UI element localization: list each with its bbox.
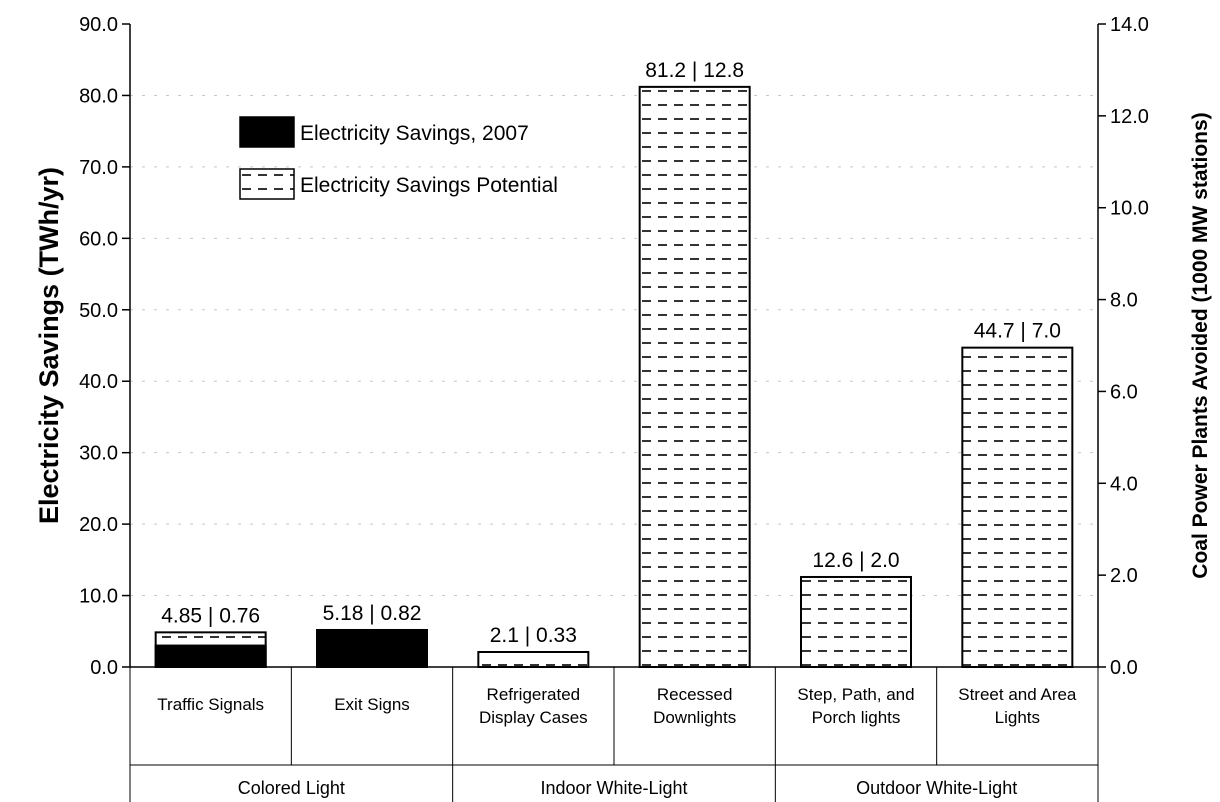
category-label: Refrigerated — [487, 685, 581, 704]
group-label: Outdoor White-Light — [856, 778, 1017, 798]
y2-tick-label: 14.0 — [1110, 14, 1149, 36]
y-tick-label: 40.0 — [79, 371, 118, 393]
category-label: Lights — [995, 708, 1040, 727]
bar-potential — [477, 650, 590, 668]
x-axis-categories: Traffic Signals Exit Signs Refrigerated Dis… — [129, 667, 1099, 802]
y-tick-label: 90.0 — [79, 14, 118, 36]
category-label: Recessed — [657, 685, 733, 704]
category-label: Traffic Signals — [157, 695, 264, 714]
y-tick-label: 10.0 — [79, 586, 118, 608]
y2-tick-label: 8.0 — [1110, 290, 1138, 312]
category-label: Porch lights — [812, 708, 901, 727]
data-label: 2.1 | 0.33 — [490, 624, 577, 647]
bar-potential — [638, 85, 751, 669]
group-label: Colored Light — [238, 778, 345, 798]
category-label: Display Cases — [479, 708, 588, 727]
y2-axis-ticks: 0.0 2.0 4.0 6.0 8.0 10.0 12.0 14.0 — [1098, 14, 1149, 679]
legend-swatch-savings-potential — [239, 168, 295, 200]
y-tick-label: 80.0 — [79, 85, 118, 107]
group-label: Indoor White-Light — [540, 778, 687, 798]
y-tick-label: 30.0 — [79, 443, 118, 465]
data-label: 12.6 | 2.0 — [812, 549, 899, 572]
y2-tick-label: 4.0 — [1110, 473, 1138, 495]
y-tick-label: 20.0 — [79, 514, 118, 536]
y2-tick-label: 6.0 — [1110, 381, 1138, 403]
data-labels: 4.85 | 0.76 5.18 | 0.82 2.1 | 0.33 81.2 | 1… — [161, 59, 1061, 647]
y-axis-title: Electricity Savings (TWh/yr) — [34, 167, 64, 524]
category-label: Exit Signs — [334, 695, 410, 714]
bar-savings-2007 — [154, 644, 267, 668]
y-tick-label: 60.0 — [79, 228, 118, 250]
category-label: Downlights — [653, 708, 736, 727]
category-label: Step, Path, and — [797, 685, 914, 704]
legend-swatch-savings-2007 — [239, 116, 295, 148]
data-label: 5.18 | 0.82 — [323, 602, 422, 625]
y-axis-ticks: 0.0 10.0 20.0 30.0 40.0 50.0 60.0 70.0 80.0 90.0 — [79, 14, 130, 679]
y-tick-label: 0.0 — [90, 657, 118, 679]
y-tick-label: 70.0 — [79, 157, 118, 179]
legend: Electricity Savings, 2007 Electricity Sav… — [239, 116, 558, 200]
bar-potential — [961, 346, 1074, 668]
category-label: Street and Area — [958, 685, 1077, 704]
data-label: 4.85 | 0.76 — [161, 604, 260, 627]
bar-potential — [800, 575, 912, 668]
legend-label-savings-2007: Electricity Savings, 2007 — [300, 122, 529, 145]
y2-axis-title: Coal Power Plants Avoided (1000 MW stati… — [1189, 112, 1212, 578]
y2-tick-label: 0.0 — [1110, 657, 1138, 679]
gridlines — [130, 94, 1098, 597]
y2-tick-label: 12.0 — [1110, 106, 1149, 128]
y-tick-label: 50.0 — [79, 300, 118, 322]
y2-tick-label: 2.0 — [1110, 565, 1138, 587]
data-label: 44.7 | 7.0 — [974, 320, 1061, 343]
y2-tick-label: 10.0 — [1110, 198, 1149, 220]
bar-savings-2007 — [316, 628, 428, 668]
data-label: 81.2 | 12.8 — [645, 59, 744, 82]
bars — [154, 85, 1074, 669]
legend-label-savings-potential: Electricity Savings Potential — [300, 174, 558, 197]
